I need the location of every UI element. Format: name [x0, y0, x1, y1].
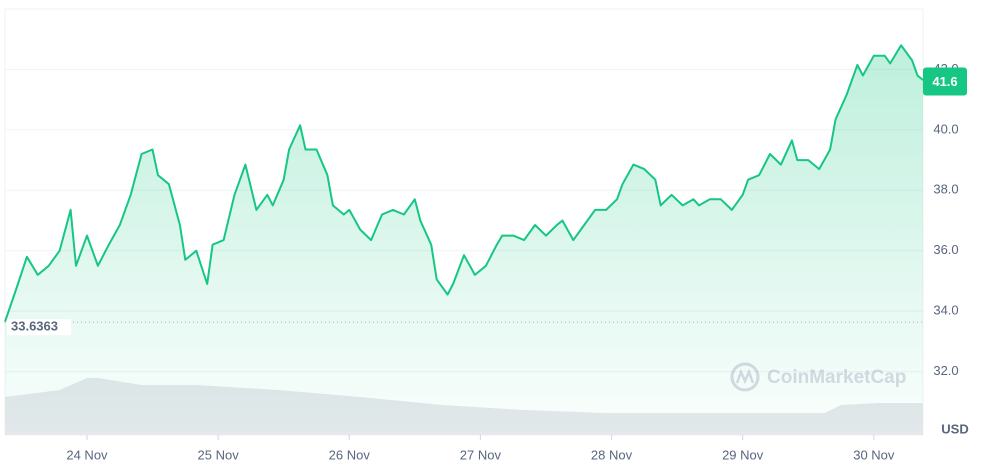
price-badge-label: 41.6 — [932, 74, 957, 89]
x-tick-label: 28 Nov — [591, 447, 633, 462]
price-layer — [4, 44, 924, 433]
watermark-logo — [730, 362, 760, 392]
x-tick-label: 29 Nov — [722, 447, 764, 462]
x-tick-label: 26 Nov — [329, 447, 371, 462]
price-area — [5, 45, 923, 433]
x-tick-label: 30 Nov — [853, 447, 895, 462]
y-unit: USD — [941, 421, 968, 436]
watermark-text: CoinMarketCap — [767, 367, 906, 388]
x-tick-label: 27 Nov — [460, 447, 502, 462]
y-tick-label: 40.0 — [933, 121, 958, 136]
y-tick-label: 32.0 — [933, 363, 958, 378]
x-tick-label: 24 Nov — [66, 447, 108, 462]
baseline-label: 33.6363 — [11, 319, 58, 334]
y-tick-label: 34.0 — [933, 303, 958, 318]
x-tick-label: 25 Nov — [198, 447, 240, 462]
price-line — [4, 44, 924, 323]
price-badge — [923, 67, 967, 96]
watermark: CoinMarketCap — [730, 362, 906, 392]
y-tick-label: 36.0 — [933, 242, 958, 257]
y-tick-label: 38.0 — [933, 182, 958, 197]
watermark-logo-mark — [735, 368, 755, 385]
baseline-label-bg — [7, 319, 71, 336]
